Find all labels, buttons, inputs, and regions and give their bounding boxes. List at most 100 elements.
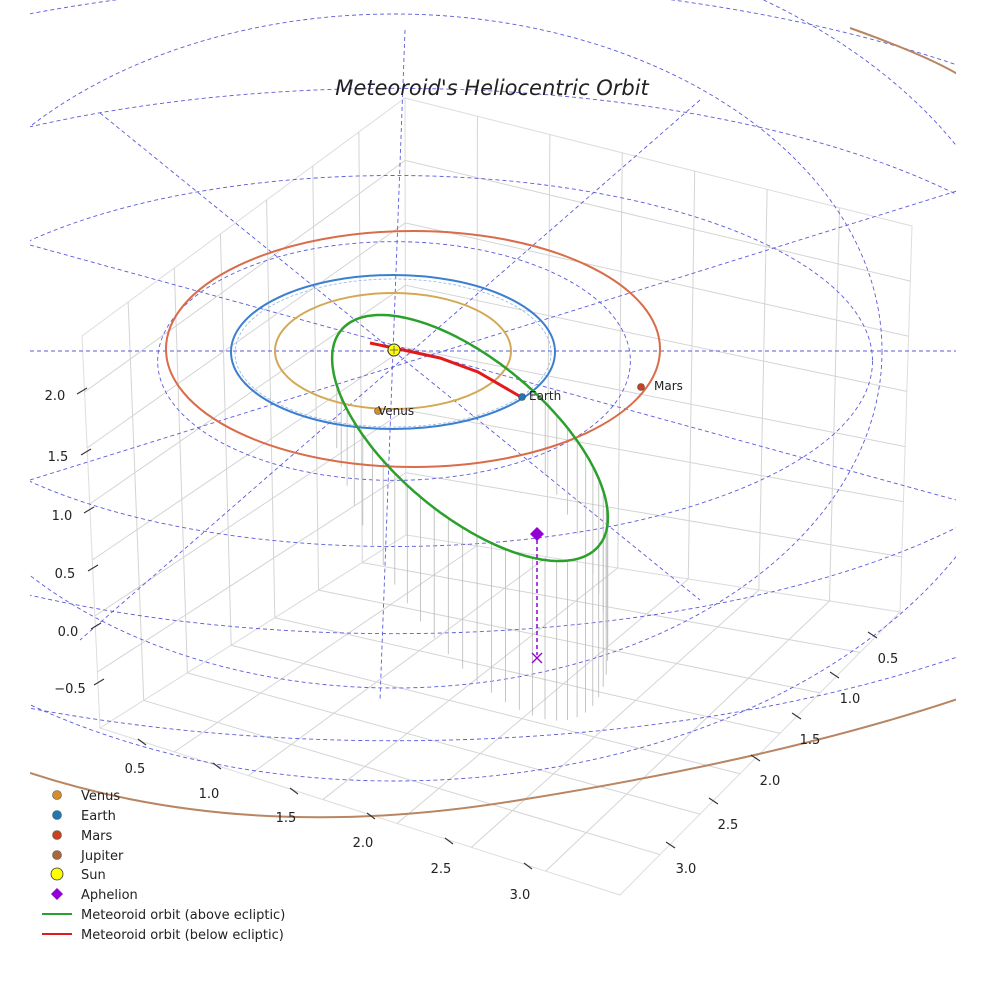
gridline xyxy=(312,165,320,591)
x-tick-label: 1.5 xyxy=(276,811,297,826)
legend-aphelion-marker xyxy=(51,888,63,900)
planet-orbits xyxy=(30,27,956,819)
y-tick-label: 2.0 xyxy=(760,774,781,789)
ecliptic-ring xyxy=(30,175,873,547)
gridline xyxy=(617,152,623,569)
legend-aphelion-label: Aphelion xyxy=(81,888,138,903)
gridline xyxy=(545,600,830,872)
gridline xyxy=(396,578,689,824)
y-tick xyxy=(750,754,761,762)
y-tick xyxy=(791,712,802,720)
legend-above-label: Meteoroid orbit (above ecliptic) xyxy=(81,908,285,923)
x-tick-label: 2.0 xyxy=(353,836,374,851)
gridline xyxy=(127,301,145,701)
ecliptic-spoke xyxy=(99,112,701,601)
y-tick xyxy=(829,671,840,679)
z-tick-label: 0.0 xyxy=(58,625,79,640)
y-tick-label: 3.0 xyxy=(676,862,697,877)
gridline xyxy=(546,134,551,558)
markers xyxy=(374,343,645,664)
gridline xyxy=(219,233,232,646)
legend-venus-marker xyxy=(52,790,62,800)
legend-jupiter-marker xyxy=(52,850,62,860)
z-tick-label: −0.5 xyxy=(54,682,86,697)
gridline xyxy=(266,199,276,618)
x-tick xyxy=(289,787,299,795)
x-tick xyxy=(444,837,454,845)
earth-orbit-dashed xyxy=(234,278,552,428)
axis-ticks xyxy=(76,387,878,870)
ecliptic-grid xyxy=(30,0,956,782)
gridline xyxy=(248,556,548,777)
y-tick-label: 1.0 xyxy=(840,692,861,707)
meteoroid-orbit-above xyxy=(330,313,610,563)
gridline xyxy=(318,589,821,694)
ecliptic-ring xyxy=(30,13,883,689)
z-tick xyxy=(93,678,105,686)
ecliptic-ring xyxy=(30,87,956,635)
gridline xyxy=(173,267,188,673)
legend: Venus Earth Mars Jupiter Sun Aphelion Me… xyxy=(42,789,285,943)
x-tick xyxy=(523,862,533,870)
venus-marker xyxy=(374,407,382,415)
y-tick-label: 1.5 xyxy=(800,733,821,748)
x-tick xyxy=(212,762,222,770)
legend-earth-label: Earth xyxy=(81,809,116,824)
z-tick xyxy=(87,564,99,572)
y-tick-label: 2.5 xyxy=(718,818,739,833)
legend-below-label: Meteoroid orbit (below ecliptic) xyxy=(81,928,284,943)
gridline xyxy=(187,672,701,815)
mars-orbit xyxy=(165,230,661,468)
gridline xyxy=(362,562,861,653)
legend-mars-label: Mars xyxy=(81,829,113,844)
aphelion-marker xyxy=(530,527,544,541)
gridline xyxy=(94,409,904,617)
x-tick xyxy=(137,738,147,746)
meteoroid-orbit xyxy=(330,313,610,563)
gridline xyxy=(92,347,906,561)
legend-sun-label: Sun xyxy=(81,868,106,883)
ecliptic-spoke xyxy=(30,190,956,481)
chart-title: Meteoroid's Heliocentric Orbit xyxy=(335,76,649,100)
z-tick-label: 1.0 xyxy=(52,509,73,524)
jupiter-orbit xyxy=(849,27,956,75)
z-tick xyxy=(83,506,95,514)
earth-orbit xyxy=(230,274,556,430)
y-tick xyxy=(867,631,878,639)
legend-earth-marker xyxy=(52,810,62,820)
ecliptic-spoke xyxy=(30,244,956,501)
label-earth: Earth xyxy=(529,389,561,403)
gridline xyxy=(231,644,741,775)
gridline xyxy=(89,284,908,505)
gridline xyxy=(358,131,363,563)
jupiter-orbit xyxy=(30,698,956,819)
y-tick-label: 0.5 xyxy=(878,652,899,667)
x-tick xyxy=(366,812,376,820)
gridline xyxy=(84,159,911,393)
ecliptic-ring xyxy=(30,0,956,782)
legend-venus-label: Venus xyxy=(81,789,120,804)
gridline xyxy=(828,207,841,602)
ecliptic-ring xyxy=(157,241,631,481)
y-tick xyxy=(665,841,676,849)
x-tick-label: 0.5 xyxy=(125,762,146,777)
legend-mars-marker xyxy=(52,830,62,840)
gridline xyxy=(97,472,902,673)
legend-sun-marker xyxy=(50,867,64,881)
gridline xyxy=(687,171,696,580)
earth-marker xyxy=(518,393,526,401)
z-tick xyxy=(80,448,92,456)
meteoroid-orbit-below xyxy=(369,341,522,399)
x-tick-label: 3.0 xyxy=(510,888,531,903)
mars-marker xyxy=(637,383,645,391)
gridline xyxy=(86,222,909,449)
gridline xyxy=(471,589,760,848)
aphelion-projection xyxy=(531,652,543,664)
axes-gridlines xyxy=(84,116,911,872)
z-tick-label: 2.0 xyxy=(45,389,66,404)
z-tick-label: 0.5 xyxy=(55,567,76,582)
ecliptic-ring xyxy=(30,0,956,742)
x-tick-label: 1.0 xyxy=(199,787,220,802)
gridline xyxy=(758,189,768,591)
gridline xyxy=(174,545,477,753)
